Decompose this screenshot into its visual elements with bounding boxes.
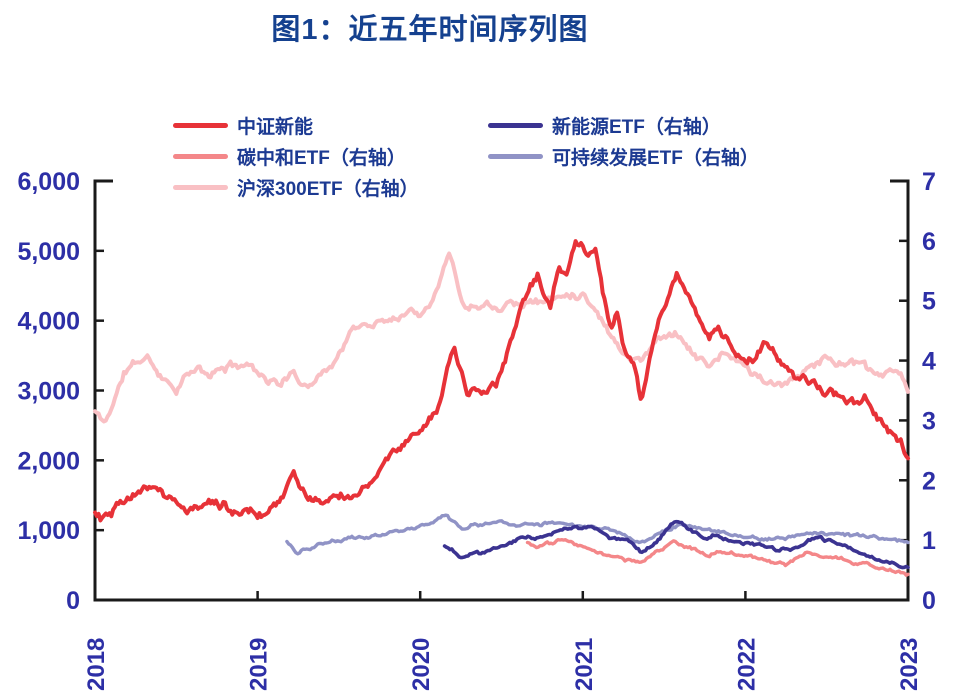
left-axis-tick-label: 6,000: [17, 168, 80, 196]
left-axis-tick-label: 0: [66, 587, 80, 615]
line-swatch-icon: [488, 123, 543, 128]
legend-row: 碳中和ETF（右轴） 可持续发展ETF（右轴）: [173, 141, 759, 172]
right-axis-tick-label: 6: [922, 228, 936, 256]
right-axis-tick-label: 1: [922, 527, 936, 555]
x-axis-tick-label: 2022: [733, 638, 760, 691]
right-axis-tick-label: 7: [922, 168, 936, 196]
left-axis-tick-label: 3,000: [17, 378, 80, 406]
left-axis-tick-label: 5,000: [17, 238, 80, 266]
legend-item-carbon-neutral-etf: 碳中和ETF（右轴）: [173, 143, 488, 170]
x-axis-tick-label: 2018: [83, 638, 110, 691]
right-axis-tick-label: 2: [922, 467, 936, 495]
legend-item-sustainable-etf: 可持续发展ETF（右轴）: [488, 143, 759, 170]
series-line-carbon-neutral-etf: [525, 537, 910, 577]
legend-row: 中证新能 新能源ETF（右轴）: [173, 110, 759, 141]
series-line-new-energy-etf: [442, 519, 910, 570]
x-axis-tick-label: 2020: [408, 638, 435, 691]
x-axis-tick-label: 2023: [896, 638, 923, 691]
series-line-csi-new-energy: [93, 239, 910, 523]
right-axis-tick-label: 5: [922, 288, 936, 316]
series-line-sustainable-etf: [285, 513, 910, 556]
right-axis-tick-label: 3: [922, 407, 936, 435]
legend-item-csi300-etf: 沪深300ETF（右轴）: [173, 174, 488, 201]
legend-item-csi-new-energy: 中证新能: [173, 112, 488, 139]
legend-label: 可持续发展ETF（右轴）: [552, 148, 759, 169]
legend-item-new-energy-etf: 新能源ETF（右轴）: [488, 112, 721, 139]
series-line-csi300-etf: [93, 251, 910, 424]
left-axis-tick-label: 2,000: [17, 447, 80, 475]
right-axis-tick-label: 4: [922, 348, 936, 376]
x-axis-tick-label: 2019: [246, 638, 273, 691]
line-swatch-icon: [173, 123, 228, 128]
x-axis-tick-label: 2021: [571, 638, 598, 691]
legend-label: 碳中和ETF（右轴）: [237, 148, 406, 169]
figure-title: 图1：近五年时间序列图: [271, 14, 589, 46]
chart-legend: 中证新能 新能源ETF（右轴） 碳中和ETF（右轴） 可持续发展ETF（右轴） …: [173, 110, 759, 203]
legend-label: 沪深300ETF（右轴）: [237, 179, 419, 200]
legend-label: 新能源ETF（右轴）: [552, 117, 721, 138]
line-swatch-icon: [488, 154, 543, 159]
left-axis-tick-label: 1,000: [17, 517, 80, 545]
left-axis-tick-label: 4,000: [17, 308, 80, 336]
plot-frame: [93, 179, 910, 602]
line-swatch-icon: [173, 154, 228, 159]
legend-row: 沪深300ETF（右轴）: [173, 172, 759, 203]
legend-label: 中证新能: [237, 117, 314, 138]
line-swatch-icon: [173, 185, 228, 190]
right-axis-tick-label: 0: [922, 587, 936, 615]
